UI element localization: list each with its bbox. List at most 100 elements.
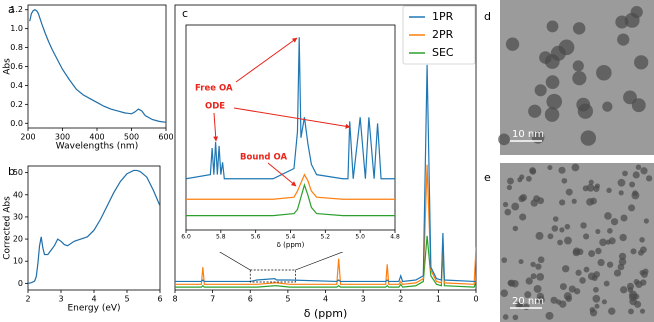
x-tick-label: 600 <box>158 133 173 142</box>
particle <box>630 248 637 255</box>
particle <box>604 212 612 220</box>
y-tick-label: 20 <box>13 235 23 244</box>
particle <box>639 237 645 243</box>
particle <box>597 258 605 267</box>
x-tick-label: 6 <box>248 295 253 304</box>
particle <box>502 314 509 320</box>
particle <box>525 277 533 285</box>
particle <box>512 225 519 232</box>
particle <box>594 303 600 309</box>
panel-label: a <box>8 3 15 16</box>
series-line <box>175 64 476 283</box>
x-tick-label: 2 <box>398 295 403 304</box>
panel-label: c <box>182 7 188 20</box>
particle <box>530 199 538 207</box>
particle <box>572 60 584 72</box>
particle <box>561 177 568 184</box>
axes-frame <box>185 24 396 231</box>
series-line <box>186 173 395 200</box>
particle <box>524 291 532 299</box>
particle <box>507 280 514 286</box>
particle <box>505 37 520 51</box>
particle <box>579 277 586 284</box>
particle <box>590 197 597 205</box>
particle <box>572 22 586 35</box>
particle <box>525 175 532 182</box>
particle <box>632 171 640 179</box>
particle <box>583 266 590 273</box>
y-tick-label: 1.0 <box>10 24 23 33</box>
particle <box>546 93 563 110</box>
particle <box>564 236 572 245</box>
x-tick-label: 5 <box>124 295 129 304</box>
particle <box>571 163 580 172</box>
particle <box>643 218 649 224</box>
particle <box>545 311 554 320</box>
series-line <box>186 37 395 180</box>
particle <box>550 296 558 304</box>
y-tick-label: 0 <box>18 279 23 288</box>
particle <box>506 184 513 191</box>
particle <box>632 190 638 196</box>
particle <box>534 84 547 97</box>
particle <box>634 300 642 308</box>
particle <box>512 314 519 321</box>
particle <box>589 309 598 317</box>
scale-bar-label: 20 nm <box>512 296 544 307</box>
particle <box>547 165 553 171</box>
annotation: Bound OA <box>240 153 287 163</box>
particle <box>623 90 637 105</box>
particle <box>533 284 542 293</box>
particle <box>613 269 622 277</box>
legend-label: 2PR <box>432 28 454 41</box>
particle <box>558 39 575 56</box>
particle <box>608 307 616 315</box>
particle <box>559 300 567 308</box>
particle <box>515 301 523 309</box>
legend-label: SEC <box>432 46 454 59</box>
particle <box>618 257 627 266</box>
particle <box>557 239 563 246</box>
particle <box>645 175 653 182</box>
particle <box>607 228 613 234</box>
particle <box>519 174 525 180</box>
particle <box>565 188 573 196</box>
particle <box>635 280 643 289</box>
particle <box>629 181 636 188</box>
particle <box>577 103 594 119</box>
particle <box>580 222 587 229</box>
panel-label: e <box>484 171 491 184</box>
x-tick-label: 5 <box>285 295 290 304</box>
particle <box>620 286 628 294</box>
particle <box>528 104 542 118</box>
particle <box>622 170 628 177</box>
y-tick-label: 0.2 <box>10 100 23 109</box>
particle <box>535 263 542 270</box>
y-tick-label: 50 <box>13 168 23 177</box>
particle <box>603 280 610 287</box>
particle <box>605 239 611 245</box>
particle <box>518 195 526 203</box>
particle <box>592 294 601 303</box>
particle <box>599 238 607 247</box>
axes-frame <box>27 4 167 129</box>
particle <box>618 190 624 196</box>
particle <box>642 268 649 275</box>
particle <box>559 227 565 233</box>
particle <box>624 12 640 28</box>
x-tick-label: 2 <box>25 295 30 304</box>
particle <box>535 231 544 240</box>
annotation: Free OA <box>195 84 233 94</box>
particle <box>537 197 545 205</box>
particle <box>593 271 601 278</box>
zoom-box <box>249 269 296 283</box>
particle <box>619 233 627 242</box>
particle <box>568 285 576 293</box>
particle <box>546 20 559 33</box>
particle <box>572 249 580 257</box>
particle <box>580 130 597 146</box>
annotation-arrow <box>233 107 351 129</box>
x-tick-label: 400 <box>89 133 104 142</box>
series-line <box>186 182 395 217</box>
